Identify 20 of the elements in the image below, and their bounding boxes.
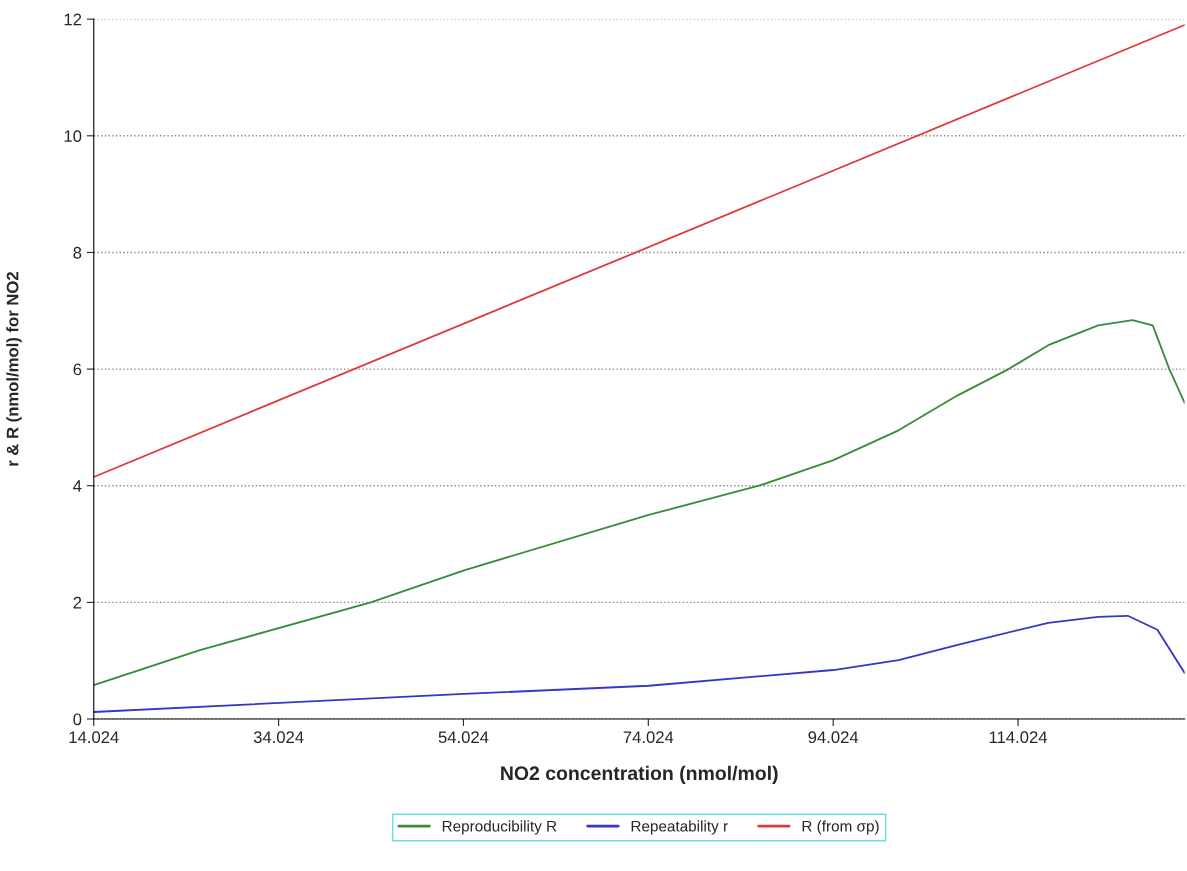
y-tick-label: 6 [73,363,82,376]
line-series [93,319,1185,687]
x-tick-label: 114.024 [989,731,1048,744]
x-tick-label: 34.024 [253,731,304,744]
y-tick-label: 2 [73,596,82,609]
y-tick-label: 0 [73,713,82,726]
x-tick-label: 94.024 [808,731,859,744]
x-tick-label: 54.024 [438,731,489,744]
y-tick-label: 12 [64,13,82,26]
y-tick-label: 4 [73,480,82,492]
y-tick-label: 10 [64,130,82,143]
x-axis-title: NO2 concentration (nmol/mol) [501,765,778,784]
y-axis-title: r & R (nmol/mol) for NO2 [6,272,22,466]
line-series [93,614,1185,713]
y-tick-label: 8 [73,246,82,259]
x-tick-label: 14.024 [69,731,119,744]
legend-label: Repeatability r [631,820,728,835]
x-tick-label: 74.024 [623,731,674,744]
legend-label: Reproducibility R [442,820,557,835]
legend-label: R (from σp) [802,820,879,835]
